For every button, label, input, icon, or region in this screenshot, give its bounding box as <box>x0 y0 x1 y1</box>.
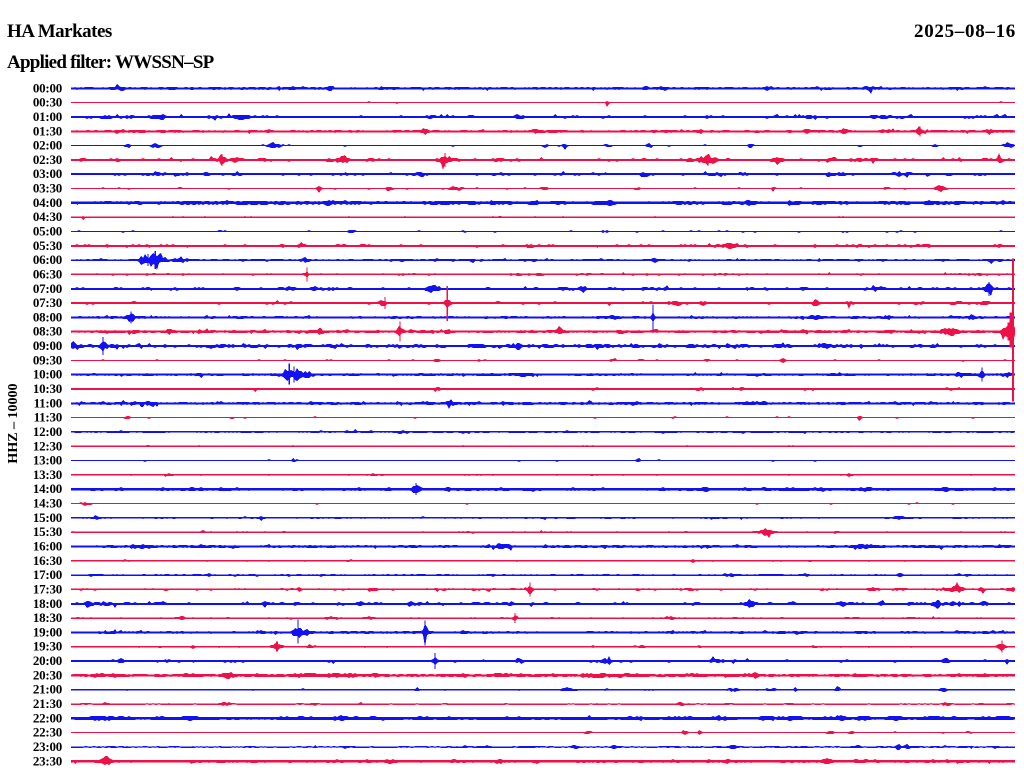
svg-text:21:30: 21:30 <box>33 696 62 711</box>
svg-text:14:30: 14:30 <box>33 496 62 511</box>
svg-text:06:00: 06:00 <box>33 252 62 267</box>
svg-text:12:30: 12:30 <box>33 438 62 453</box>
svg-text:20:30: 20:30 <box>33 667 62 682</box>
svg-text:08:00: 08:00 <box>33 309 62 324</box>
svg-text:11:30: 11:30 <box>34 410 62 425</box>
svg-text:17:30: 17:30 <box>33 581 62 596</box>
svg-text:05:00: 05:00 <box>33 224 62 239</box>
svg-text:10:00: 10:00 <box>33 367 62 382</box>
svg-text:20:00: 20:00 <box>33 653 62 668</box>
svg-text:04:30: 04:30 <box>33 209 62 224</box>
svg-text:04:00: 04:00 <box>33 195 62 210</box>
svg-text:Applied filter: WWSSN–SP: Applied filter: WWSSN–SP <box>7 52 215 73</box>
svg-text:11:00: 11:00 <box>34 395 62 410</box>
svg-text:14:00: 14:00 <box>33 481 62 496</box>
svg-text:18:00: 18:00 <box>33 596 62 611</box>
svg-text:13:00: 13:00 <box>33 453 62 468</box>
svg-text:23:00: 23:00 <box>33 739 62 754</box>
svg-text:02:00: 02:00 <box>33 138 62 153</box>
svg-text:03:30: 03:30 <box>33 181 62 196</box>
svg-text:19:30: 19:30 <box>33 639 62 654</box>
svg-text:01:00: 01:00 <box>33 109 62 124</box>
svg-text:22:30: 22:30 <box>33 725 62 740</box>
svg-text:05:30: 05:30 <box>33 238 62 253</box>
svg-text:16:00: 16:00 <box>33 539 62 554</box>
svg-text:19:00: 19:00 <box>33 624 62 639</box>
svg-text:10:30: 10:30 <box>33 381 62 396</box>
svg-text:09:30: 09:30 <box>33 352 62 367</box>
svg-text:23:30: 23:30 <box>33 753 62 768</box>
svg-text:07:30: 07:30 <box>33 295 62 310</box>
svg-text:00:30: 00:30 <box>33 95 62 110</box>
svg-text:15:30: 15:30 <box>33 524 62 539</box>
svg-text:09:00: 09:00 <box>33 338 62 353</box>
svg-text:01:30: 01:30 <box>33 123 62 138</box>
svg-text:22:00: 22:00 <box>33 710 62 725</box>
svg-text:08:30: 08:30 <box>33 324 62 339</box>
svg-text:21:00: 21:00 <box>33 682 62 697</box>
svg-text:03:00: 03:00 <box>33 166 62 181</box>
svg-text:06:30: 06:30 <box>33 266 62 281</box>
svg-text:2025–08–16: 2025–08–16 <box>914 21 1016 42</box>
svg-text:12:00: 12:00 <box>33 424 62 439</box>
svg-text:18:30: 18:30 <box>33 610 62 625</box>
svg-text:07:00: 07:00 <box>33 281 62 296</box>
svg-text:HA Markates: HA Markates <box>7 21 112 42</box>
svg-text:00:00: 00:00 <box>33 80 62 95</box>
svg-text:13:30: 13:30 <box>33 467 62 482</box>
svg-text:15:00: 15:00 <box>33 510 62 525</box>
svg-text:17:00: 17:00 <box>33 567 62 582</box>
svg-text:02:30: 02:30 <box>33 152 62 167</box>
svg-text:16:30: 16:30 <box>33 553 62 568</box>
svg-text:HHZ – 10000: HHZ – 10000 <box>6 383 21 463</box>
